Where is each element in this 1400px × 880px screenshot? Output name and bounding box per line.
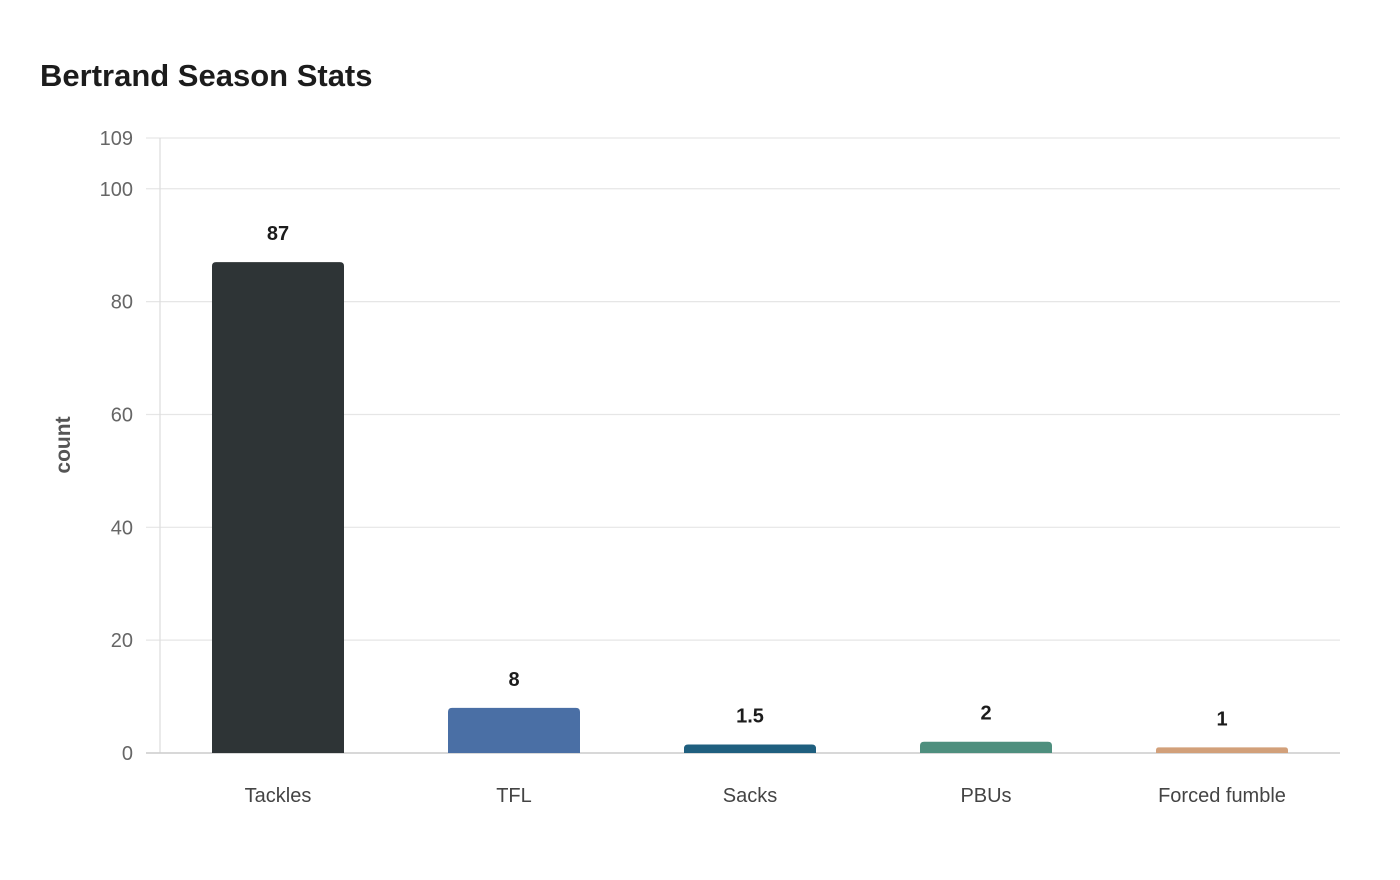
data-label: 1.5 bbox=[736, 706, 764, 728]
bar-forced-fumble bbox=[1156, 747, 1288, 753]
bar-pbus bbox=[920, 741, 1052, 753]
data-label: 2 bbox=[980, 703, 991, 725]
data-label: 1 bbox=[1216, 708, 1227, 730]
data-label: 8 bbox=[508, 669, 519, 691]
x-category-label: Forced fumble bbox=[1158, 785, 1286, 807]
grid-lines bbox=[146, 137, 1340, 641]
bar-sacks bbox=[684, 744, 816, 753]
y-tick-label: 80 bbox=[111, 292, 133, 314]
y-tick-label: 40 bbox=[111, 517, 133, 539]
chart-title: Bertrand Season Stats bbox=[40, 58, 373, 93]
y-tick-label: 109 bbox=[100, 128, 133, 150]
y-axis-title: count bbox=[52, 416, 75, 473]
bar-tackles bbox=[212, 262, 344, 753]
x-category-label: Sacks bbox=[723, 785, 777, 807]
y-tick-label: 100 bbox=[100, 179, 133, 201]
bar-tfl bbox=[448, 707, 580, 753]
bars bbox=[212, 262, 1288, 753]
x-category-label: PBUs bbox=[960, 785, 1011, 807]
x-category-label: Tackles bbox=[245, 785, 312, 807]
y-tick-label: 0 bbox=[122, 743, 133, 765]
y-tick-label: 20 bbox=[111, 630, 133, 652]
x-category-label: TFL bbox=[496, 785, 532, 807]
labels: 0 20 40 60 80 100 109 count 87 Tackles 8 TFL 1.5 Sack… bbox=[52, 128, 1286, 807]
data-label: 87 bbox=[267, 223, 289, 245]
y-tick-label: 60 bbox=[111, 404, 133, 426]
